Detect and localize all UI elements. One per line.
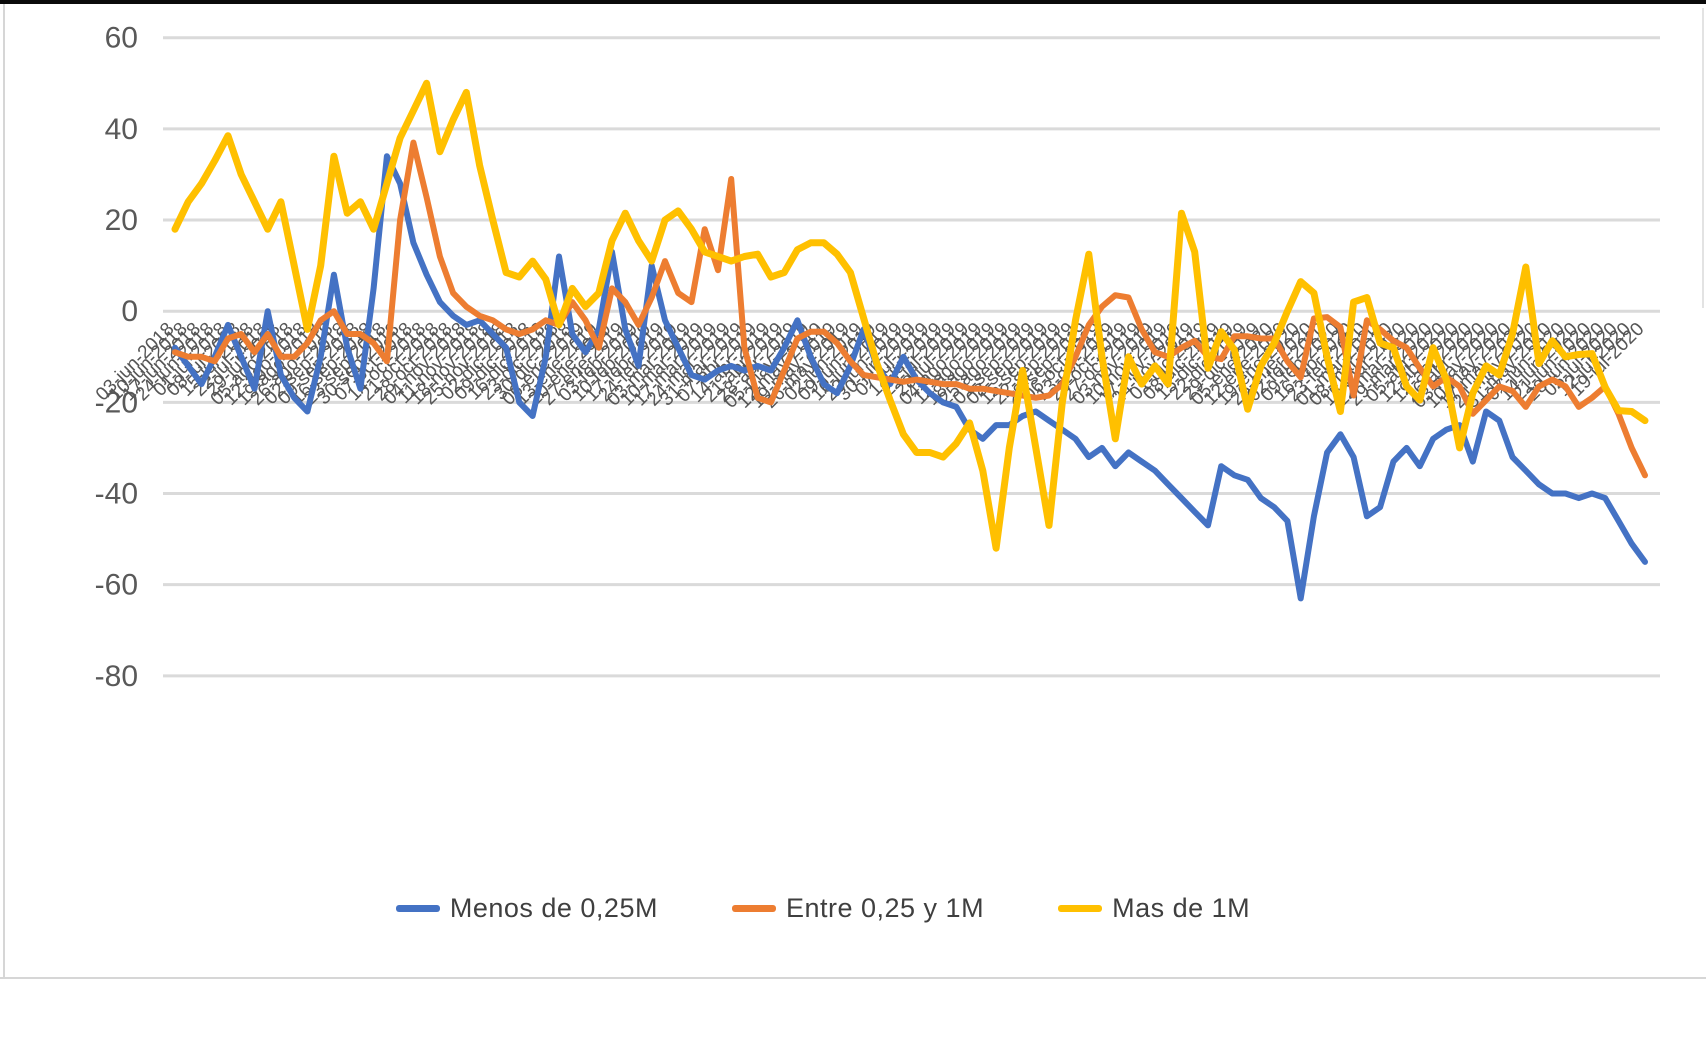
legend-marker-menos <box>395 905 440 912</box>
legend-label-menos: Menos de 0,25M <box>449 893 658 923</box>
y-axis-label: 20 <box>105 204 138 237</box>
legend-label-mas: Mas de 1M <box>1112 893 1251 923</box>
y-axis-label: -20 <box>95 386 138 419</box>
legend-label-entre: Entre 0,25 y 1M <box>785 893 985 923</box>
chart-legend: Menos de 0,25M Entre 0,25 y 1M Mas de 1M <box>0 893 1676 924</box>
series-line-mas-1m <box>171 79 1649 552</box>
legend-marker-mas <box>1058 905 1103 912</box>
y-axis-label: 40 <box>105 113 138 146</box>
y-axis-label: -80 <box>95 660 138 693</box>
frame-right-line <box>1702 8 1704 308</box>
legend-item-entre: Entre 0,25 y 1M <box>731 893 985 924</box>
frame-left-line <box>3 4 5 978</box>
window-top-edge <box>0 0 1706 4</box>
legend-marker-entre <box>731 905 776 912</box>
legend-item-menos: Menos de 0,25M <box>395 893 658 924</box>
y-axis-label: -60 <box>95 569 138 602</box>
y-axis-label: 60 <box>105 22 138 55</box>
series-line-menos-025m <box>172 153 1648 602</box>
series-line-entre-025-1m <box>172 139 1648 479</box>
frame-bottom-line <box>0 977 1706 979</box>
y-axis-label: -40 <box>95 478 138 511</box>
y-axis-label: 0 <box>121 295 138 328</box>
legend-item-mas: Mas de 1M <box>1058 893 1250 924</box>
